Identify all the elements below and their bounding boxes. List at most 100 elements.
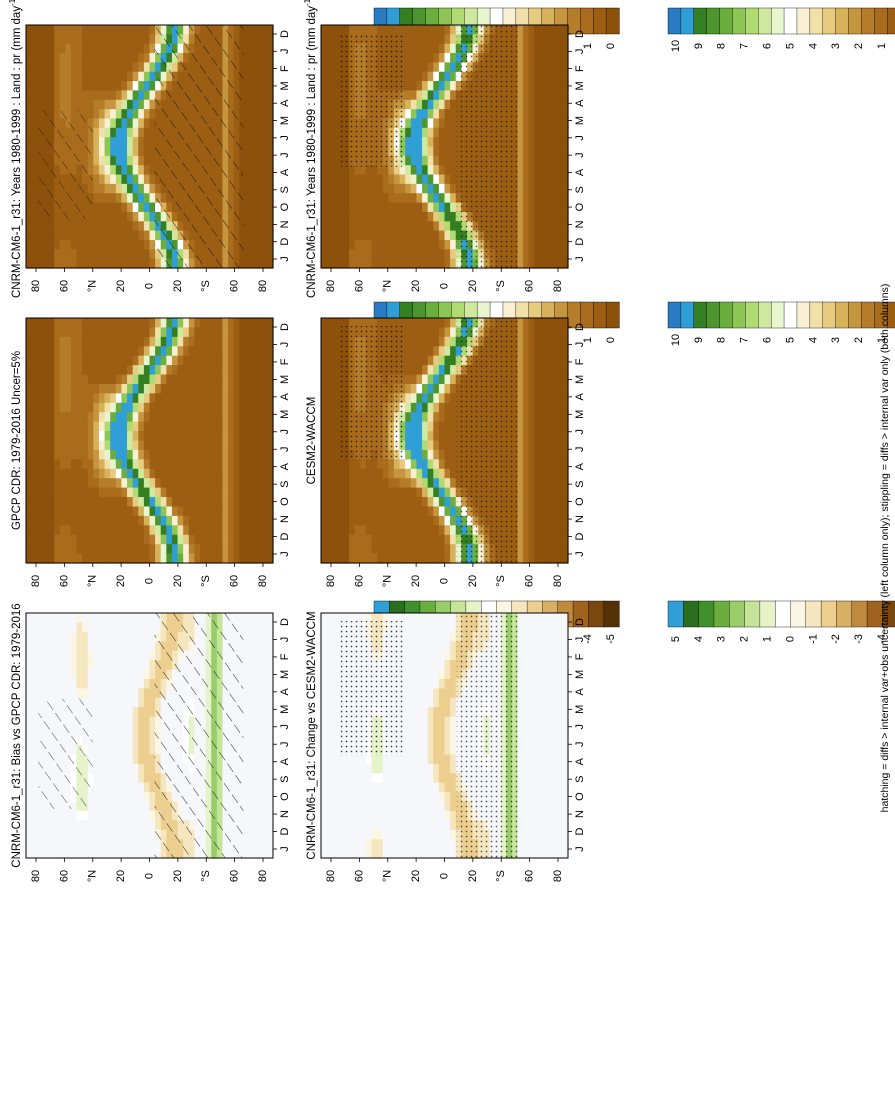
heat-cell [144, 327, 150, 337]
heat-cell [121, 249, 127, 259]
colorbar-label: 7 [739, 43, 751, 49]
heat-cell [450, 318, 456, 328]
heat-cell [32, 830, 38, 840]
heat-cell [332, 459, 338, 469]
heat-cell [54, 62, 60, 72]
heat-cell [26, 431, 32, 441]
heat-cell [37, 318, 43, 328]
heat-cell [546, 506, 552, 516]
heat-cell [321, 441, 327, 451]
heat-cell [416, 240, 422, 250]
heat-cell [557, 544, 563, 554]
heat-cell [245, 249, 251, 259]
heat-cell [71, 422, 77, 432]
heat-cell [133, 337, 139, 347]
month-label: J [279, 152, 291, 158]
heat-cell [26, 118, 32, 128]
heat-cell [194, 384, 200, 394]
heat-cell [405, 375, 411, 385]
heat-cell [77, 62, 83, 72]
heat-cell [48, 535, 54, 545]
heat-cell [133, 506, 139, 516]
heat-cell [200, 506, 206, 516]
heat-cell [332, 450, 338, 460]
heat-cell [523, 356, 529, 366]
heat-cell [439, 90, 445, 100]
month-label: S [574, 480, 586, 487]
heat-cell [93, 535, 99, 545]
month-label: N [574, 220, 586, 228]
heat-cell [332, 249, 338, 259]
heat-cell [445, 506, 451, 516]
heat-cell [93, 356, 99, 366]
heat-cell [144, 431, 150, 441]
heat-cell [416, 318, 422, 328]
heat-cell [65, 516, 71, 526]
heat-cell [37, 337, 43, 347]
heat-cell [37, 375, 43, 385]
heat-cell [116, 249, 122, 259]
heat-cell [400, 544, 406, 554]
heat-cell [155, 478, 161, 488]
heat-cell [439, 450, 445, 460]
heat-cell [99, 212, 105, 222]
heat-cell [189, 337, 195, 347]
colorbar-swatch [745, 302, 758, 328]
heat-cell [439, 497, 445, 507]
heat-cell [534, 506, 540, 516]
heat-cell [178, 337, 184, 347]
heat-cell [65, 346, 71, 356]
heat-cell [450, 259, 456, 269]
heat-cell [71, 34, 77, 44]
heat-cell [360, 469, 366, 479]
heat-cell [43, 337, 49, 347]
heat-cell [88, 72, 94, 82]
heat-cell [534, 231, 540, 241]
heat-cell [105, 554, 111, 564]
lat-label: 80 [257, 280, 269, 292]
heat-cell [262, 231, 268, 241]
heat-cell [428, 441, 434, 451]
heat-cell [529, 488, 535, 498]
heat-cell [110, 506, 116, 516]
heat-cell [178, 441, 184, 451]
heat-cell [43, 554, 49, 564]
heat-cell [450, 450, 456, 460]
month-label: O [279, 497, 291, 506]
heat-cell [166, 365, 172, 375]
heat-cell [99, 53, 105, 63]
heat-cell [377, 544, 383, 554]
heat-cell [217, 488, 223, 498]
heat-cell [43, 346, 49, 356]
heat-cell [37, 25, 43, 35]
heat-cell [32, 469, 38, 479]
heat-cell [150, 535, 156, 545]
heat-cell [234, 422, 240, 432]
heat-cell [32, 506, 38, 516]
heat-cell [32, 525, 38, 535]
heat-cell [54, 506, 60, 516]
heat-cell [523, 240, 529, 250]
heat-cell [366, 478, 372, 488]
heat-cell [422, 72, 428, 82]
heat-cell [546, 221, 552, 231]
heat-cell [105, 100, 111, 110]
heat-cell [540, 34, 546, 44]
heat-cell [116, 156, 122, 166]
heat-cell [557, 44, 563, 54]
heat-cell [355, 249, 361, 259]
heat-cell [99, 193, 105, 203]
heat-cell [65, 441, 71, 451]
heat-cell [43, 516, 49, 526]
heat-cell [228, 431, 234, 441]
heat-cell [433, 175, 439, 185]
heat-cell [433, 25, 439, 35]
heat-cell [557, 184, 563, 194]
heat-cell [439, 53, 445, 63]
heat-cell [127, 137, 133, 147]
heat-cell [355, 488, 361, 498]
heat-cell [82, 249, 88, 259]
heat-cell [88, 337, 94, 347]
heat-cell [43, 459, 49, 469]
